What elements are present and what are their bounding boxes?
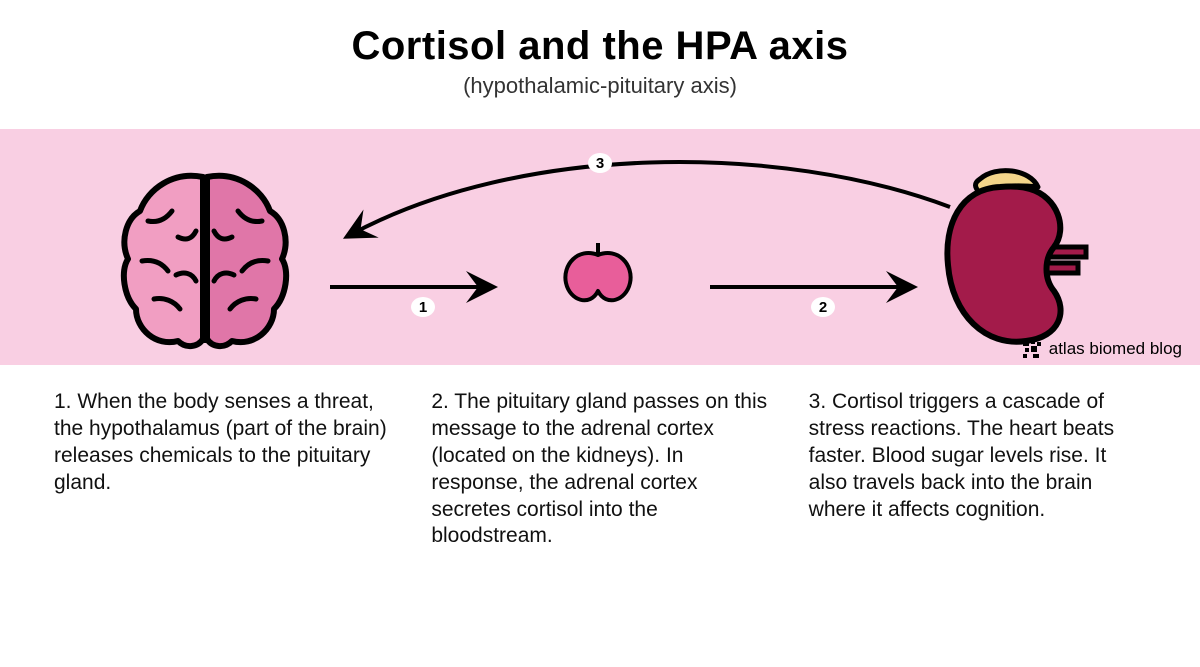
step-badge-3: 3 [588, 153, 612, 173]
step-badge-1: 1 [411, 297, 435, 317]
brain-icon [124, 176, 286, 346]
explanation-columns: 1. When the body senses a threat, the hy… [0, 365, 1200, 550]
diagram-band: 1 2 3 atlas biomed blog [0, 129, 1200, 365]
step-badge-3-label: 3 [596, 155, 604, 172]
page-title: Cortisol and the HPA axis [0, 24, 1200, 69]
step-badge-1-label: 1 [419, 299, 427, 316]
step-badge-2-label: 2 [819, 299, 827, 316]
pituitary-icon [565, 243, 630, 300]
column-1: 1. When the body senses a threat, the hy… [54, 389, 391, 550]
arrow-3 [350, 162, 950, 235]
header: Cortisol and the HPA axis (hypothalamic-… [0, 0, 1200, 99]
attribution: atlas biomed blog [1023, 339, 1182, 359]
attribution-logo-icon [1023, 340, 1041, 358]
page-subtitle: (hypothalamic-pituitary axis) [0, 73, 1200, 99]
attribution-text: atlas biomed blog [1049, 339, 1182, 359]
column-3: 3. Cortisol triggers a cascade of stress… [809, 389, 1146, 550]
column-2: 2. The pituitary gland passes on this me… [431, 389, 768, 550]
kidney-icon [947, 171, 1086, 342]
step-badge-2: 2 [811, 297, 835, 317]
